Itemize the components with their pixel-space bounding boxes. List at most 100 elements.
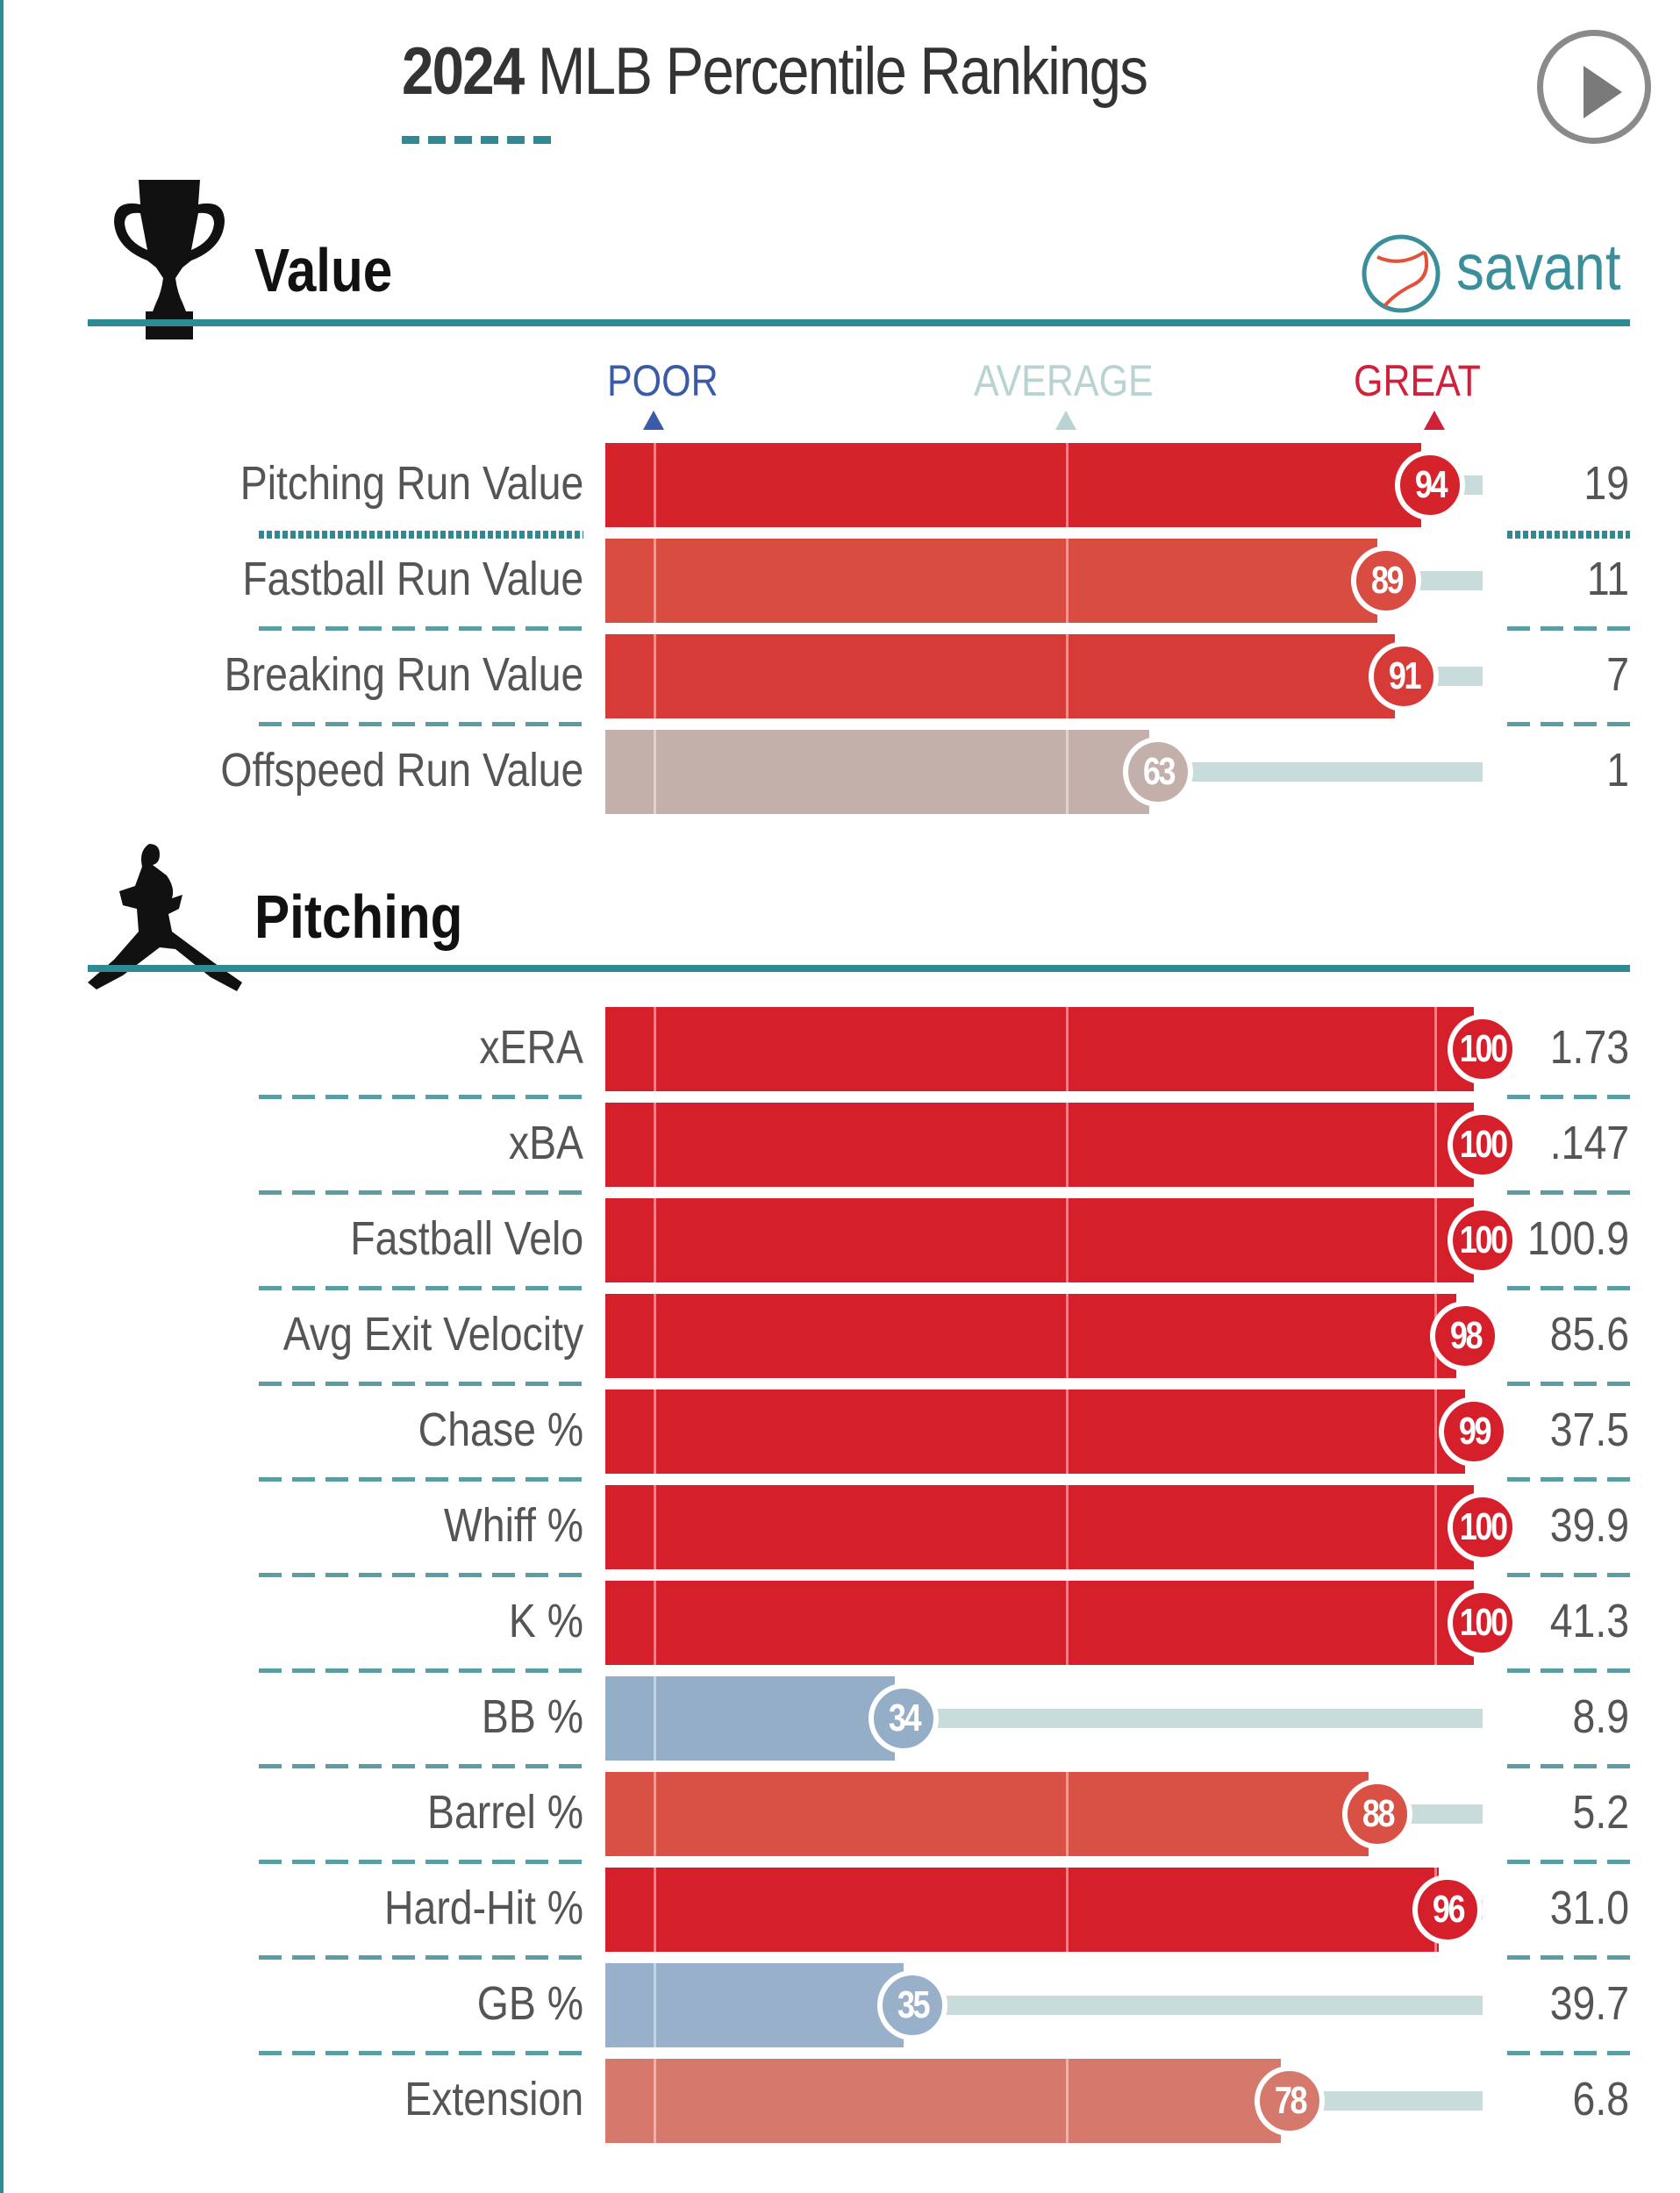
percentile-value: 34 — [888, 1697, 921, 1739]
stat-value: 31.0 — [1549, 1882, 1629, 1934]
bar-gridline — [1434, 1389, 1437, 1474]
page-title: 2024 MLB Percentile Rankings — [402, 33, 1148, 110]
bar-gridline — [1066, 2059, 1069, 2143]
row-separator — [1507, 1764, 1630, 1768]
percentile-bubble: 100 — [1448, 1014, 1518, 1084]
percentile-bubble: 34 — [869, 1683, 939, 1754]
percentile-bar — [605, 1007, 1474, 1091]
row-label: Avg Exit Velocity — [282, 1308, 583, 1361]
percentile-bar — [605, 634, 1395, 718]
row-separator — [259, 531, 583, 539]
bar-gridline — [654, 1772, 656, 1856]
stat-value: 7 — [1606, 648, 1629, 701]
bar-gridline — [1066, 1868, 1069, 1952]
bar-gridline — [654, 2059, 656, 2143]
row-separator — [1507, 722, 1630, 726]
percentile-bubble: 96 — [1412, 1875, 1483, 1945]
bar-gridline — [654, 1294, 656, 1378]
section-title-pitching: Pitching — [254, 882, 463, 951]
percentile-bar — [605, 1103, 1474, 1187]
row-separator — [259, 1668, 583, 1673]
section-divider-value — [88, 319, 1630, 326]
row-separator — [259, 1955, 583, 1960]
poor-marker-icon — [643, 411, 664, 430]
bar-gridline — [1066, 1103, 1069, 1187]
row-label: K % — [508, 1595, 583, 1647]
percentile-bar — [605, 1389, 1465, 1474]
percentile-bar — [605, 1198, 1474, 1282]
percentile-bar — [605, 443, 1421, 527]
row-label: xBA — [508, 1117, 583, 1169]
percentile-bar — [605, 1868, 1439, 1952]
percentile-bubble: 100 — [1448, 1110, 1518, 1180]
percentile-value: 100 — [1459, 1218, 1508, 1261]
row-separator — [259, 1860, 583, 1864]
pitcher-icon — [88, 844, 242, 991]
row-separator — [1507, 2051, 1630, 2055]
bar-gridline — [1066, 634, 1069, 718]
bar-gridline — [654, 1198, 656, 1282]
bar-track — [912, 1996, 1483, 2015]
title-year: 2024 — [402, 34, 525, 109]
percentile-bubble: 63 — [1123, 737, 1193, 807]
percentile-bubble: 91 — [1369, 641, 1439, 711]
stat-value: 11 — [1586, 553, 1629, 605]
row-separator — [259, 1477, 583, 1482]
row-separator — [1507, 531, 1630, 539]
bar-gridline — [1434, 1007, 1437, 1091]
percentile-bubble: 94 — [1395, 450, 1465, 520]
stat-value: 6.8 — [1572, 2073, 1629, 2125]
row-label: GB % — [476, 1977, 583, 2030]
average-marker-icon — [1055, 411, 1076, 430]
stat-value: 37.5 — [1549, 1404, 1629, 1456]
bar-gridline — [1434, 1198, 1437, 1282]
title-underline — [402, 136, 553, 144]
bar-track — [1158, 762, 1483, 782]
row-label: Chase % — [418, 1404, 583, 1456]
bar-gridline — [1434, 1103, 1437, 1187]
great-marker-icon — [1424, 411, 1445, 430]
percentile-bubble: 78 — [1255, 2066, 1325, 2136]
trophy-icon — [114, 180, 225, 339]
percentile-bar — [605, 1485, 1474, 1569]
percentile-bubble: 88 — [1342, 1779, 1412, 1849]
percentile-bar — [605, 1676, 895, 1761]
percentile-bar — [605, 539, 1377, 623]
percentile-bubble: 35 — [877, 1970, 947, 2040]
row-label: Fastball Run Value — [242, 553, 583, 605]
row-separator — [1507, 1668, 1630, 1673]
bar-gridline — [654, 1485, 656, 1569]
percentile-value: 63 — [1142, 750, 1176, 793]
play-button[interactable] — [1537, 30, 1651, 144]
row-label: BB % — [481, 1690, 583, 1743]
percentile-bar — [605, 1772, 1369, 1856]
bar-gridline — [1066, 1007, 1069, 1091]
row-separator — [1507, 1382, 1630, 1386]
percentile-bubble: 100 — [1448, 1492, 1518, 1562]
row-label: Fastball Velo — [350, 1212, 583, 1265]
percentile-value: 100 — [1459, 1601, 1508, 1644]
percentile-value: 89 — [1370, 559, 1404, 602]
stat-value: 1.73 — [1549, 1021, 1629, 1074]
title-text: MLB Percentile Rankings — [523, 34, 1148, 109]
row-separator — [1507, 1095, 1630, 1099]
bar-gridline — [1066, 730, 1069, 814]
bar-gridline — [654, 1007, 656, 1091]
savant-logo-text: savant — [1456, 231, 1621, 304]
section-divider-pitching — [88, 965, 1630, 972]
percentile-bubble: 100 — [1448, 1205, 1518, 1275]
scale-label-poor: POOR — [607, 356, 718, 405]
percentile-value: 100 — [1459, 1505, 1508, 1548]
row-separator — [259, 2051, 583, 2055]
percentile-bar — [605, 2059, 1281, 2143]
row-label: Extension — [404, 2073, 583, 2125]
row-separator — [259, 1382, 583, 1386]
bar-gridline — [1066, 1198, 1069, 1282]
stat-value: 41.3 — [1549, 1595, 1629, 1647]
stat-value: 39.9 — [1549, 1499, 1629, 1552]
row-separator — [1507, 626, 1630, 631]
row-separator — [1507, 1573, 1630, 1577]
bar-gridline — [654, 1389, 656, 1474]
bar-gridline — [654, 539, 656, 623]
bar-gridline — [1066, 1772, 1069, 1856]
